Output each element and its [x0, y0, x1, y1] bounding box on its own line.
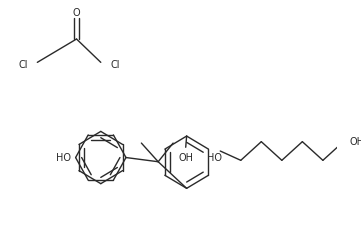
Text: Cl: Cl: [18, 60, 28, 70]
Text: OH: OH: [349, 137, 361, 147]
Text: OH: OH: [178, 153, 193, 163]
Text: Cl: Cl: [110, 60, 119, 70]
Text: HO: HO: [56, 153, 71, 163]
Text: HO: HO: [207, 153, 222, 163]
Text: O: O: [73, 8, 81, 18]
